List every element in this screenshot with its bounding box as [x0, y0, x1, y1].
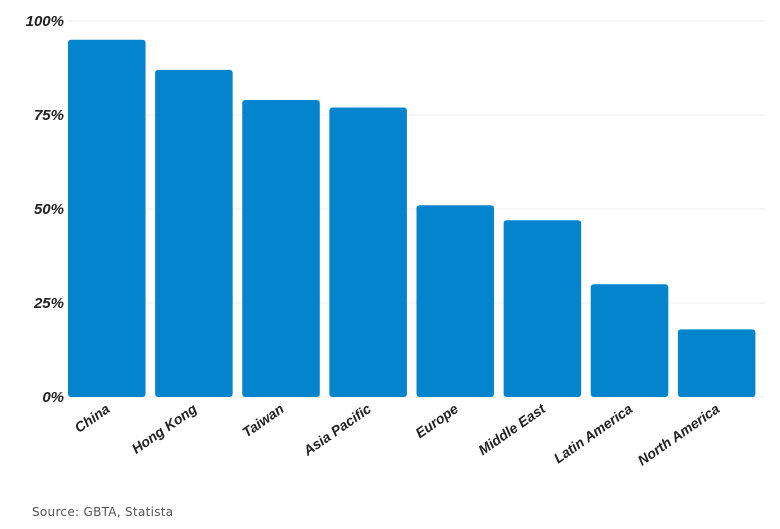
bar-taiwan	[242, 99, 320, 398]
bars	[68, 39, 756, 398]
x-tick-label: Hong Kong	[129, 400, 200, 457]
bar-china	[68, 39, 146, 398]
x-tick-label: Asia Pacific	[299, 400, 374, 459]
x-tick-label: Latin America	[551, 400, 636, 466]
y-tick-label: 75%	[34, 107, 64, 124]
bar-latin-america	[590, 284, 669, 397]
x-tick-label: Europe	[412, 400, 461, 441]
y-tick-label: 100%	[26, 13, 64, 30]
bar-asia-pacific	[329, 107, 407, 397]
bar-hong-kong	[155, 69, 233, 397]
y-tick-label: 25%	[33, 295, 64, 312]
bar-chart: 0% 25% 50% 75% 100% China Hong Kong Taiwan Asia…	[26, 13, 765, 469]
bar-middle-east	[503, 220, 582, 397]
y-axis-ticks: 0% 25% 50% 75% 100%	[26, 13, 64, 406]
bar-north-america	[677, 329, 756, 397]
source-note: Source: GBTA, Statista	[32, 505, 174, 519]
x-tick-label: Middle East	[475, 400, 549, 458]
x-tick-label: Taiwan	[239, 400, 287, 440]
y-tick-label: 0%	[42, 389, 64, 406]
x-axis-ticks: China Hong Kong Taiwan Asia Pacific Europe Mi…	[71, 400, 722, 469]
y-tick-label: 50%	[34, 201, 64, 218]
x-tick-label: China	[71, 400, 112, 436]
x-tick-label: North America	[635, 400, 723, 468]
bar-europe	[416, 205, 495, 397]
